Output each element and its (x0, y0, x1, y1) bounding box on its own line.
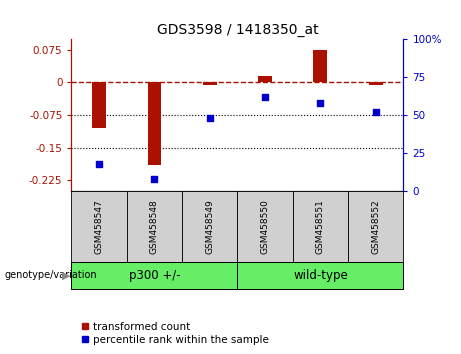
Bar (92, 82, 106, 128)
Bar (148, 82, 161, 165)
Title: GDS3598 / 1418350_at: GDS3598 / 1418350_at (157, 23, 318, 36)
Text: GSM458551: GSM458551 (316, 199, 325, 254)
Bar (369, 82, 383, 85)
Point (261, 94, 269, 99)
Text: GSM458548: GSM458548 (150, 199, 159, 254)
Text: GSM458550: GSM458550 (260, 199, 270, 254)
Bar (348, 191, 403, 262)
Bar (71, 191, 127, 262)
Bar (71, 262, 237, 289)
Point (151, 176, 158, 182)
Text: GSM458552: GSM458552 (371, 199, 380, 254)
Text: GSM458547: GSM458547 (95, 199, 104, 254)
Legend: transformed count, percentile rank within the sample: transformed count, percentile rank withi… (77, 317, 273, 349)
Bar (258, 76, 272, 82)
Point (317, 100, 324, 106)
Bar (293, 191, 348, 262)
Bar (127, 191, 182, 262)
Text: genotype/variation: genotype/variation (5, 270, 97, 280)
Point (372, 109, 379, 115)
Text: ▶: ▶ (62, 270, 71, 280)
Bar (203, 82, 217, 85)
Text: wild-type: wild-type (293, 269, 348, 282)
Bar (182, 191, 237, 262)
Point (206, 115, 213, 121)
Text: p300 +/-: p300 +/- (129, 269, 180, 282)
Bar (237, 262, 403, 289)
Bar (237, 191, 293, 262)
Text: GSM458549: GSM458549 (205, 199, 214, 254)
Bar (313, 50, 327, 82)
Point (95, 161, 103, 167)
